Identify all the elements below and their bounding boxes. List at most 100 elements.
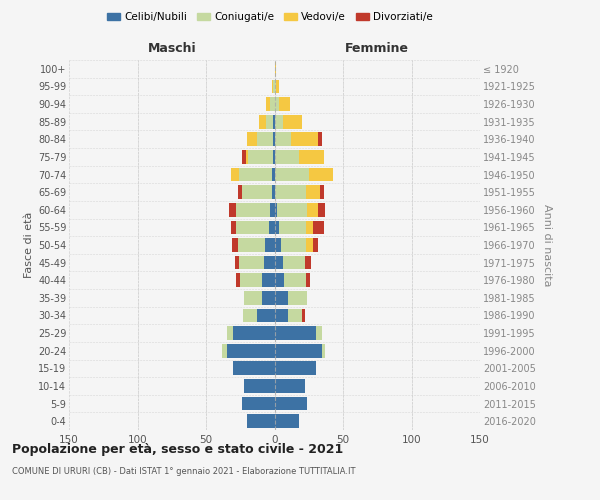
- Bar: [306, 220, 313, 234]
- Bar: [236, 220, 269, 234]
- Bar: [275, 80, 276, 94]
- Bar: [275, 379, 305, 393]
- Bar: [243, 308, 257, 322]
- Bar: [223, 344, 227, 358]
- Bar: [273, 115, 275, 128]
- Bar: [275, 132, 291, 146]
- Text: Femmine: Femmine: [345, 42, 409, 54]
- Bar: [227, 326, 233, 340]
- Bar: [275, 62, 276, 76]
- Bar: [232, 238, 238, 252]
- Bar: [275, 274, 284, 287]
- Bar: [275, 203, 277, 216]
- Bar: [281, 238, 306, 252]
- Legend: Celibi/Nubili, Coniugati/e, Vedovi/e, Divorziati/e: Celibi/Nubili, Coniugati/e, Vedovi/e, Di…: [103, 8, 437, 26]
- Bar: [283, 115, 302, 128]
- Bar: [316, 326, 322, 340]
- Bar: [229, 203, 236, 216]
- Bar: [262, 291, 275, 304]
- Bar: [247, 132, 257, 146]
- Bar: [242, 186, 272, 199]
- Bar: [276, 80, 278, 94]
- Bar: [278, 220, 306, 234]
- Bar: [275, 362, 316, 375]
- Bar: [248, 150, 273, 164]
- Bar: [275, 414, 299, 428]
- Bar: [277, 203, 307, 216]
- Bar: [313, 220, 324, 234]
- Bar: [319, 132, 322, 146]
- Bar: [275, 150, 299, 164]
- Bar: [288, 308, 302, 322]
- Bar: [273, 150, 275, 164]
- Bar: [272, 80, 273, 94]
- Bar: [319, 203, 325, 216]
- Bar: [306, 274, 310, 287]
- Bar: [257, 308, 275, 322]
- Bar: [247, 414, 275, 428]
- Bar: [275, 308, 288, 322]
- Bar: [266, 97, 271, 111]
- Bar: [236, 274, 240, 287]
- Y-axis label: Anni di nascita: Anni di nascita: [542, 204, 553, 286]
- Bar: [275, 168, 309, 181]
- Bar: [309, 168, 334, 181]
- Bar: [299, 150, 324, 164]
- Bar: [230, 168, 239, 181]
- Bar: [284, 274, 306, 287]
- Bar: [238, 238, 265, 252]
- Bar: [246, 150, 248, 164]
- Bar: [233, 362, 275, 375]
- Bar: [227, 344, 275, 358]
- Bar: [322, 344, 325, 358]
- Bar: [320, 186, 324, 199]
- Bar: [273, 132, 275, 146]
- Bar: [233, 326, 275, 340]
- Bar: [275, 238, 281, 252]
- Bar: [275, 220, 278, 234]
- Bar: [263, 256, 275, 270]
- Bar: [288, 291, 307, 304]
- Bar: [259, 115, 266, 128]
- Text: COMUNE DI URURI (CB) - Dati ISTAT 1° gennaio 2021 - Elaborazione TUTTITALIA.IT: COMUNE DI URURI (CB) - Dati ISTAT 1° gen…: [12, 468, 355, 476]
- Bar: [269, 220, 275, 234]
- Bar: [238, 186, 242, 199]
- Bar: [244, 291, 262, 304]
- Bar: [273, 80, 275, 94]
- Bar: [305, 256, 311, 270]
- Bar: [242, 150, 246, 164]
- Bar: [244, 379, 275, 393]
- Bar: [242, 396, 275, 410]
- Bar: [236, 203, 271, 216]
- Bar: [302, 308, 305, 322]
- Bar: [291, 132, 319, 146]
- Bar: [307, 203, 319, 216]
- Bar: [306, 238, 313, 252]
- Bar: [275, 291, 288, 304]
- Bar: [275, 396, 307, 410]
- Bar: [272, 168, 275, 181]
- Bar: [272, 186, 275, 199]
- Bar: [275, 256, 283, 270]
- Bar: [265, 238, 275, 252]
- Bar: [283, 256, 305, 270]
- Text: Maschi: Maschi: [148, 42, 196, 54]
- Bar: [262, 274, 275, 287]
- Bar: [275, 97, 278, 111]
- Bar: [275, 115, 283, 128]
- Bar: [240, 274, 262, 287]
- Bar: [230, 220, 236, 234]
- Bar: [275, 326, 316, 340]
- Text: Popolazione per età, sesso e stato civile - 2021: Popolazione per età, sesso e stato civil…: [12, 442, 343, 456]
- Bar: [306, 186, 320, 199]
- Bar: [275, 186, 306, 199]
- Bar: [313, 238, 319, 252]
- Bar: [239, 256, 263, 270]
- Bar: [278, 97, 290, 111]
- Bar: [271, 203, 275, 216]
- Bar: [275, 344, 322, 358]
- Bar: [239, 168, 272, 181]
- Bar: [271, 97, 275, 111]
- Bar: [235, 256, 239, 270]
- Y-axis label: Fasce di età: Fasce di età: [23, 212, 34, 278]
